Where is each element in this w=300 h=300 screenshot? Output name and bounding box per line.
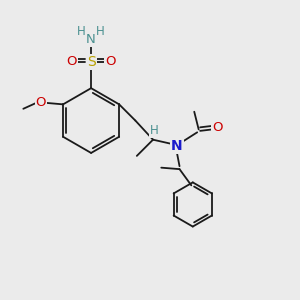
Text: N: N [86,33,96,46]
Text: H: H [96,25,105,38]
Text: O: O [67,55,77,68]
Text: O: O [212,122,223,134]
Text: O: O [105,55,116,68]
Text: H: H [150,124,159,137]
Text: S: S [87,55,95,69]
Text: O: O [36,96,46,110]
Text: H: H [77,25,86,38]
Text: N: N [171,139,182,153]
